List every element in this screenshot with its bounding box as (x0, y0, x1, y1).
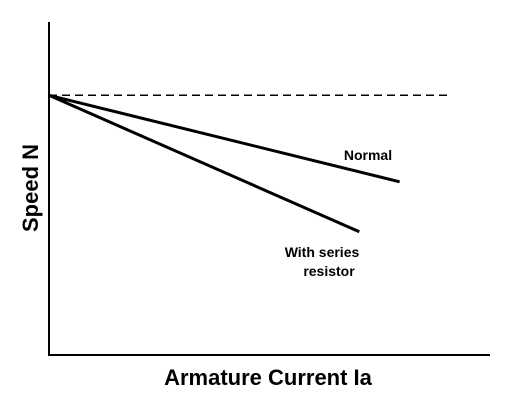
y-axis-title: Speed N (18, 144, 43, 232)
series-resistor-label-line2: resistor (303, 263, 355, 279)
normal-speed-line (48, 93, 400, 184)
series-resistor-speed-line (48, 93, 360, 234)
series-layer (48, 93, 452, 234)
x-axis-title: Armature Current Ia (164, 365, 373, 390)
normal-label: Normal (344, 147, 392, 163)
annotation-layer: Normal With series resistor (285, 147, 392, 279)
series-resistor-label-line1: With series (285, 244, 360, 260)
